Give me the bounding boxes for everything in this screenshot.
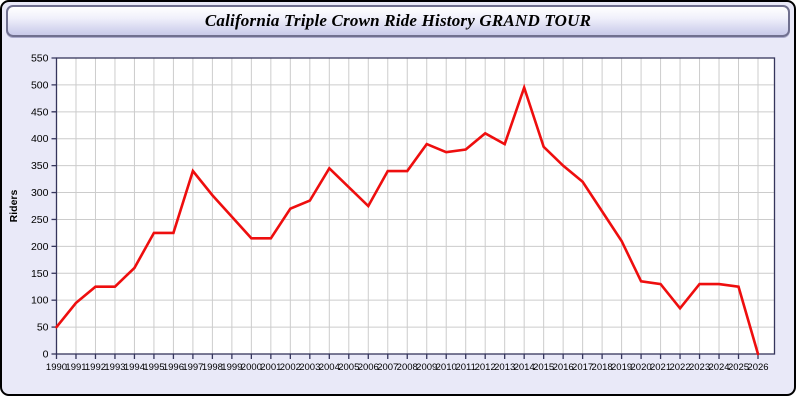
plot-border	[55, 57, 776, 355]
x-tick-label: 2000	[241, 362, 262, 373]
x-tick-label: 2024	[708, 362, 729, 373]
x-tick-label: 2012	[475, 362, 496, 373]
x-tick-label: 1991	[65, 362, 86, 373]
x-tick-label: 1999	[221, 362, 242, 373]
x-tick-label: 2008	[397, 362, 418, 373]
y-axis-label: Riders	[8, 190, 20, 223]
x-tick-label: 2006	[358, 362, 379, 373]
x-tick-label: 2001	[260, 362, 281, 373]
x-tick-label: 1998	[202, 362, 223, 373]
y-tick-label: 500	[31, 79, 49, 91]
plot-background	[56, 58, 775, 354]
x-tick-label: 2022	[669, 362, 690, 373]
x-tick-label: 2021	[650, 362, 671, 373]
x-tick-label: 2004	[319, 362, 340, 373]
x-tick-label: 2023	[689, 362, 710, 373]
x-tick-label: 1990	[46, 362, 67, 373]
x-tick-label: 2003	[299, 362, 320, 373]
y-tick-label: 150	[31, 268, 49, 280]
x-tick-label: 2010	[436, 362, 457, 373]
x-tick-label: 1992	[85, 362, 106, 373]
y-tick-label: 550	[31, 53, 49, 65]
y-tick-label: 200	[31, 241, 49, 253]
y-tick-label: 100	[31, 295, 49, 307]
window-title-bar: California Triple Crown Ride History GRA…	[6, 5, 790, 37]
chart-canvas: 0501001502002503003504004505005501990199…	[8, 53, 776, 373]
x-tick-label: 2016	[553, 362, 574, 373]
x-tick-label: 2011	[455, 362, 475, 373]
x-tick-label: 1993	[104, 362, 125, 373]
x-tick-label: 2015	[533, 362, 554, 373]
ride-history-chart: 0 50 100 150 200 250 300 350 400 450 500 550 1990 199…	[2, 42, 794, 392]
x-tick-label: 1994	[124, 362, 145, 373]
x-tick-label: 1997	[182, 362, 203, 373]
x-tick-label: 1995	[143, 362, 164, 373]
x-tick-label: 2018	[592, 362, 613, 373]
y-tick-label: 300	[31, 187, 49, 199]
x-tick-label: 2005	[338, 362, 359, 373]
x-tick-label: 2019	[611, 362, 632, 373]
page-title: California Triple Crown Ride History GRA…	[204, 11, 592, 30]
x-tick-label: 1996	[163, 362, 184, 373]
y-tick-label: 400	[31, 133, 49, 145]
x-tick-label: 2026	[747, 362, 768, 373]
x-tick-label: 2020	[631, 362, 652, 373]
x-tick-label: 2017	[572, 362, 593, 373]
x-tick-label: 2025	[728, 362, 749, 373]
x-tick-label: 2002	[280, 362, 301, 373]
y-tick-label: 450	[31, 106, 49, 118]
x-tick-label: 2014	[514, 362, 535, 373]
riders-series-line	[55, 83, 760, 356]
x-tick-label: 2009	[416, 362, 437, 373]
y-tick-label: 350	[31, 160, 49, 172]
y-tick-label: 50	[37, 322, 49, 334]
y-tick-label: 250	[31, 214, 49, 226]
x-tick-label: 2013	[494, 362, 515, 373]
x-tick-label: 2007	[377, 362, 398, 373]
y-tick-label: 0	[43, 349, 49, 361]
